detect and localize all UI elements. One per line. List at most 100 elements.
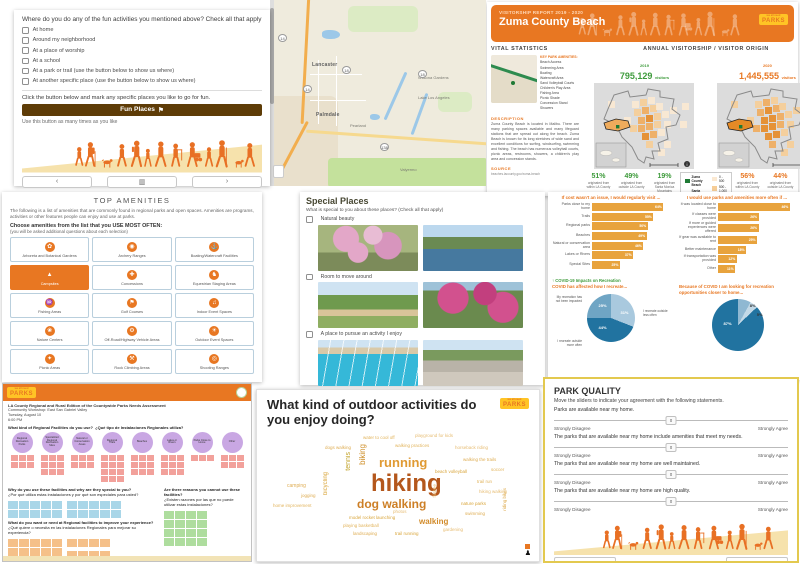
amenity-card[interactable]: ✿ Arboreta and Botanical Gardens [10,237,90,263]
fun-places-button[interactable]: Fun Places ⚑ [22,103,262,116]
amenity-icon: ◎ [209,354,220,365]
checkbox-option[interactable]: At a school [22,57,262,65]
bar-track: 46% [592,241,670,250]
amenity-icon: ⚓ [209,242,220,253]
pages-button[interactable]: ▥ [107,175,177,188]
amenity-card[interactable]: ◎ Shooting Ranges [174,349,254,375]
sticky-note [19,538,29,547]
amenity-card[interactable]: ☀ Outdoor Event Spaces [174,321,254,347]
amenity-card[interactable]: ▲ Campsites [10,265,90,291]
route-shield: 14 [278,34,287,42]
next-button[interactable]: › [192,175,262,188]
disagree-label: Strongly Disagree [554,426,591,431]
facility-circle: Beaches [131,431,153,453]
amenity-card[interactable]: ✚ Concessions [92,265,172,291]
sticky-note [100,475,108,482]
description-header: DESCRIPTION [491,115,524,121]
cloud-word: bicycling [323,471,329,495]
amenity-label: Fishing Areas [38,309,62,314]
origin-map-2019: i [594,83,695,169]
sticky-note [8,538,18,547]
checkbox-option[interactable]: Room to move around [306,273,539,281]
cloud-word: swimming [465,510,486,516]
amenity-card[interactable]: ♞ Equestrian Staging Areas [174,265,254,291]
slider-handle[interactable]: 0 [665,497,677,506]
checkbox[interactable] [22,77,29,85]
checkbox-option[interactable]: Natural beauty [306,216,539,223]
checkbox[interactable] [22,57,29,65]
facility-column: Other [218,431,246,482]
checkbox-option[interactable]: At a park or trail (use the button below… [22,67,262,75]
amenity-card[interactable]: ❀ Nature Centers [10,321,90,347]
amenity-card[interactable]: ♫ Indoor Event Spaces [174,293,254,319]
stat-label: originated from outside LA County [618,181,645,189]
agreement-slider[interactable]: 0 [554,497,788,506]
checkbox[interactable] [306,331,313,338]
checkbox-option[interactable]: At home [22,27,262,34]
pie-title: COVID has affected how I recreate... [552,284,628,290]
origin-stat: 19% originated from Santa Monica Mountain… [649,172,680,234]
region-map[interactable]: Lancaster Palmdale Pearland Wilsona Gardens… [270,0,486,186]
slider-endpoints: Strongly Disagree Strongly Agree [554,426,788,431]
route-shield: 18 [342,66,351,74]
question-text: Where do you do any of the fun activitie… [22,16,262,23]
checkbox[interactable] [306,273,313,281]
covid-section-link[interactable]: ↑ COVID-19 Impacts on Recreation [552,278,621,284]
sticky-note [190,454,198,461]
map-lake [322,30,340,39]
map-town-label: Valyermo [400,167,417,172]
slider-handle[interactable]: 0 [665,416,677,425]
amenity-icon: ◉ [126,242,137,253]
amenity-card[interactable]: ⚑ Golf Courses [92,293,172,319]
checkbox[interactable] [22,37,29,44]
option-label: A place to pursue an activity I enjoy [320,331,402,338]
checkbox[interactable] [306,216,313,223]
checkbox[interactable] [22,47,29,54]
bar-value: 64% [655,205,662,210]
slider-handle[interactable]: 0 [665,443,677,452]
agreement-slider[interactable]: 0 [554,416,788,425]
checkbox[interactable] [22,67,29,75]
scrollbar-thumb[interactable] [270,8,274,104]
sticky-note [40,454,48,461]
sticky-note [67,509,77,518]
sticky-note [168,461,176,468]
logo-word: PARKS [761,17,785,24]
amenity-card[interactable]: ✦ Picnic Areas [10,349,90,375]
option-label: Around my neighborhood [32,37,96,44]
pie-label: I recreate outside more often [557,338,582,347]
map-control[interactable] [273,165,284,178]
amenity-card[interactable]: ⚒ Rock Climbing Areas [92,349,172,375]
covid-pie-2: Because of COVID I am looking for recrea… [679,284,796,352]
amenity-card[interactable]: ⚙ Off-Road/Highway Vehicle Areas [92,321,172,347]
agreement-slider[interactable]: 0 [554,470,788,479]
amenity-card[interactable]: ♒ Fishing Areas [10,293,90,319]
people-illustration [22,127,262,173]
option-label: At a school [32,57,61,64]
wordcloud-question: What kind of outdoor activities do you e… [267,397,477,427]
sticky-note [146,468,154,475]
checkbox-option[interactable]: At another specific place (use the butto… [22,77,262,85]
bar-label: Regional parks [566,223,590,228]
pie-value: 8% [749,303,756,309]
amenity-card[interactable]: ⚓ Boating/Watercraft Facilities [174,237,254,263]
bar-label: Natural or conservation area [552,240,590,249]
legend-swatch [712,186,717,191]
place-photos [318,339,539,386]
checkbox[interactable] [22,27,29,34]
bar-row: Natural or conservation area 46% [552,240,670,250]
amenity-label: Arboreta and Botanical Gardens [22,253,77,258]
checkbox-option[interactable]: Around my neighborhood [22,37,262,44]
fun-options: At home Around my neighborhood At a place … [22,27,262,85]
sticky-notes [70,454,94,468]
amenity-item: Beach Access [540,60,562,65]
prev-button[interactable]: ‹ [554,557,616,561]
next-button[interactable]: › [726,557,788,561]
sticky-note [18,461,26,468]
prev-button[interactable]: ‹ [22,175,92,188]
amenity-card[interactable]: ◉ Archery Ranges [92,237,172,263]
checkbox-option[interactable]: At a place of worship [22,47,262,54]
agreement-slider[interactable]: 0 [554,443,788,452]
checkbox-option[interactable]: A place to pursue an activity I enjoy [306,331,539,338]
slider-handle[interactable]: 0 [665,470,677,479]
